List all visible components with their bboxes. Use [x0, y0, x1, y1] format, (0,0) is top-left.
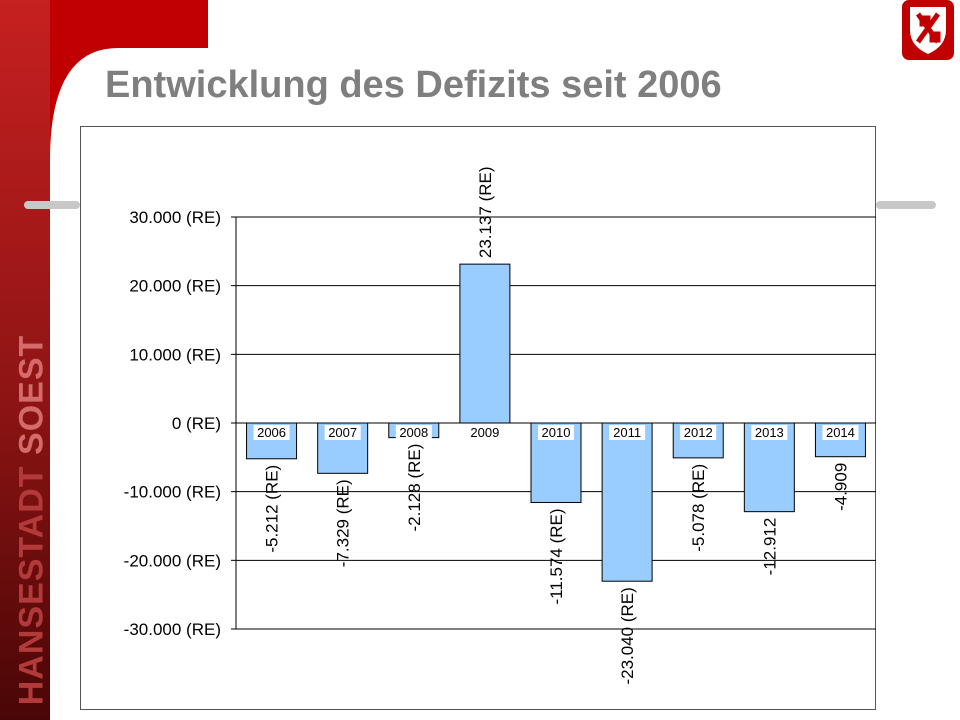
data-label-2011: -23.040 (RE) — [618, 587, 637, 684]
data-labels: -5.212 (RE) -7.329 (RE) -2.128 (RE) 23.137 … — [263, 166, 851, 684]
top-brand-curve — [50, 0, 208, 160]
bar-chart: 30.000 (RE) 20.000 (RE) 10.000 (RE) 0 (RE) -… — [124, 166, 876, 685]
category-label-2012: 2012 — [684, 425, 713, 440]
category-label-box — [324, 425, 361, 440]
left-brand-band — [0, 0, 50, 720]
y-tick-label: 10.000 (RE) — [129, 345, 221, 364]
bar-2011 — [601, 422, 653, 582]
category-label-box — [751, 425, 788, 440]
y-tick-label: -30.000 (RE) — [124, 620, 221, 639]
data-label-2012: -5.078 (RE) — [689, 464, 708, 552]
category-label-2009: 2009 — [470, 425, 499, 440]
category-label-2006: 2006 — [257, 425, 286, 440]
side-brand-part1: HANSESTADT — [12, 465, 51, 706]
y-tick-label: 0 (RE) — [172, 414, 221, 433]
category-label-box — [466, 425, 503, 440]
data-label-2013: -12.912 — [760, 518, 779, 576]
category-label-box — [538, 425, 574, 440]
category-label-2013: 2013 — [755, 425, 784, 440]
x-category-labels: 2006 2007 2008 2009 2010 2011 2012 2013 2014 — [253, 425, 859, 440]
decor-line-left — [24, 201, 80, 209]
y-tick-label: 20.000 (RE) — [129, 277, 221, 296]
category-label-box — [680, 425, 717, 440]
category-label-2014: 2014 — [826, 425, 855, 440]
side-brand-part2: SOEST — [12, 334, 51, 455]
y-axis: 30.000 (RE) 20.000 (RE) 10.000 (RE) 0 (RE) -… — [124, 208, 237, 639]
category-label-2011: 2011 — [613, 425, 641, 440]
chart-frame: 30.000 (RE) 20.000 (RE) 10.000 (RE) 0 (RE) -… — [80, 126, 876, 710]
side-brand-text: HANSESTADT SOEST — [13, 335, 52, 706]
bar-2009 — [459, 263, 511, 424]
data-label-2014: -4.909 — [831, 463, 850, 511]
slide-title: Entwicklung des Defizits seit 2006 — [105, 64, 722, 106]
category-label-box — [609, 425, 646, 440]
city-crest-logo — [902, 0, 954, 60]
category-label-2010: 2010 — [542, 425, 571, 440]
data-label-2007: -7.329 (RE) — [334, 479, 353, 567]
data-label-2009: 23.137 (RE) — [476, 166, 495, 258]
category-label-box — [822, 425, 859, 440]
y-tick-label: -20.000 (RE) — [124, 551, 221, 570]
category-label-box — [395, 425, 432, 440]
data-label-2008: -2.128 (RE) — [405, 444, 424, 532]
y-tick-label: -10.000 (RE) — [124, 483, 221, 502]
y-tick-label: 30.000 (RE) — [129, 208, 221, 227]
decor-line-right — [876, 201, 936, 209]
data-label-2006: -5.212 (RE) — [263, 465, 282, 553]
crest-key-icon — [915, 12, 941, 44]
data-label-2010: -11.574 (RE) — [547, 508, 566, 604]
category-label-box — [253, 425, 290, 440]
category-label-2008: 2008 — [399, 425, 428, 440]
category-label-2007: 2007 — [328, 425, 357, 440]
